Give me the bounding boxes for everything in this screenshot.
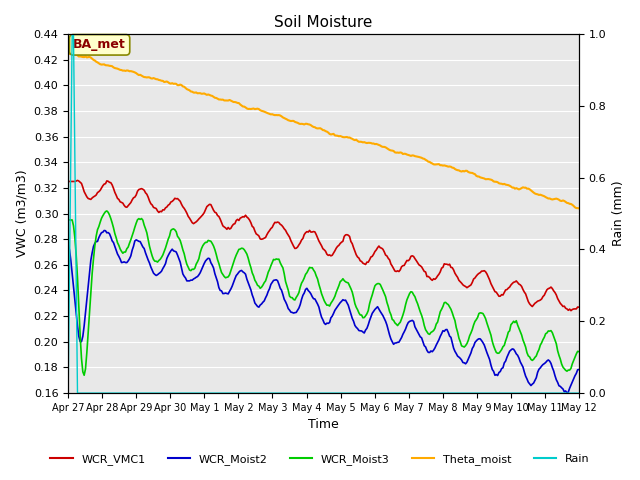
Rain — [572, 390, 580, 396]
Rain — [99, 390, 107, 396]
WCR_VMC1 — [74, 178, 81, 183]
Theta_moist — [504, 182, 512, 188]
WCR_VMC1 — [328, 252, 336, 258]
Line: Rain: Rain — [68, 34, 579, 393]
WCR_VMC1 — [506, 284, 513, 290]
X-axis label: Time: Time — [308, 419, 339, 432]
WCR_Moist3 — [64, 217, 72, 223]
Theta_moist — [327, 132, 335, 137]
WCR_Moist2 — [328, 313, 336, 319]
Theta_moist — [428, 161, 436, 167]
WCR_Moist3 — [99, 213, 107, 218]
Rain — [575, 390, 583, 396]
Rain — [68, 31, 76, 37]
Rain — [328, 390, 336, 396]
Rain — [83, 390, 91, 396]
Line: WCR_Moist2: WCR_Moist2 — [68, 230, 579, 393]
WCR_Moist3 — [431, 325, 439, 331]
WCR_Moist3 — [575, 349, 583, 355]
WCR_Moist2 — [574, 367, 582, 372]
Theta_moist — [98, 62, 106, 68]
WCR_Moist2 — [429, 347, 437, 353]
Y-axis label: VWC (m3/m3): VWC (m3/m3) — [15, 170, 28, 257]
WCR_Moist2 — [575, 367, 583, 372]
WCR_VMC1 — [83, 194, 91, 200]
Title: Soil Moisture: Soil Moisture — [275, 15, 372, 30]
WCR_Moist3 — [574, 348, 582, 354]
WCR_Moist2 — [98, 230, 106, 236]
Rain — [64, 390, 72, 396]
Text: BA_met: BA_met — [73, 38, 126, 51]
WCR_Moist2 — [64, 241, 72, 247]
Line: WCR_Moist3: WCR_Moist3 — [68, 211, 579, 375]
WCR_VMC1 — [575, 304, 583, 310]
WCR_Moist3 — [507, 322, 515, 327]
WCR_VMC1 — [429, 276, 437, 282]
Rain — [429, 390, 437, 396]
Theta_moist — [571, 204, 579, 210]
Y-axis label: Rain (mm): Rain (mm) — [612, 181, 625, 246]
WCR_VMC1 — [567, 308, 575, 313]
WCR_Moist3 — [83, 350, 91, 356]
WCR_VMC1 — [99, 183, 107, 189]
Line: Theta_moist: Theta_moist — [68, 53, 579, 208]
Theta_moist — [64, 50, 72, 56]
Theta_moist — [82, 54, 90, 60]
WCR_VMC1 — [574, 304, 582, 310]
Line: WCR_VMC1: WCR_VMC1 — [68, 180, 579, 311]
WCR_Moist2 — [563, 390, 571, 396]
WCR_Moist3 — [330, 296, 337, 302]
Rain — [506, 390, 513, 396]
WCR_VMC1 — [64, 179, 72, 184]
WCR_Moist2 — [82, 310, 90, 316]
WCR_Moist3 — [80, 372, 88, 378]
WCR_Moist2 — [506, 348, 513, 354]
WCR_Moist3 — [103, 208, 111, 214]
Legend: WCR_VMC1, WCR_Moist2, WCR_Moist3, Theta_moist, Rain: WCR_VMC1, WCR_Moist2, WCR_Moist3, Theta_… — [46, 450, 594, 469]
WCR_Moist2 — [100, 228, 108, 233]
Theta_moist — [575, 205, 583, 211]
